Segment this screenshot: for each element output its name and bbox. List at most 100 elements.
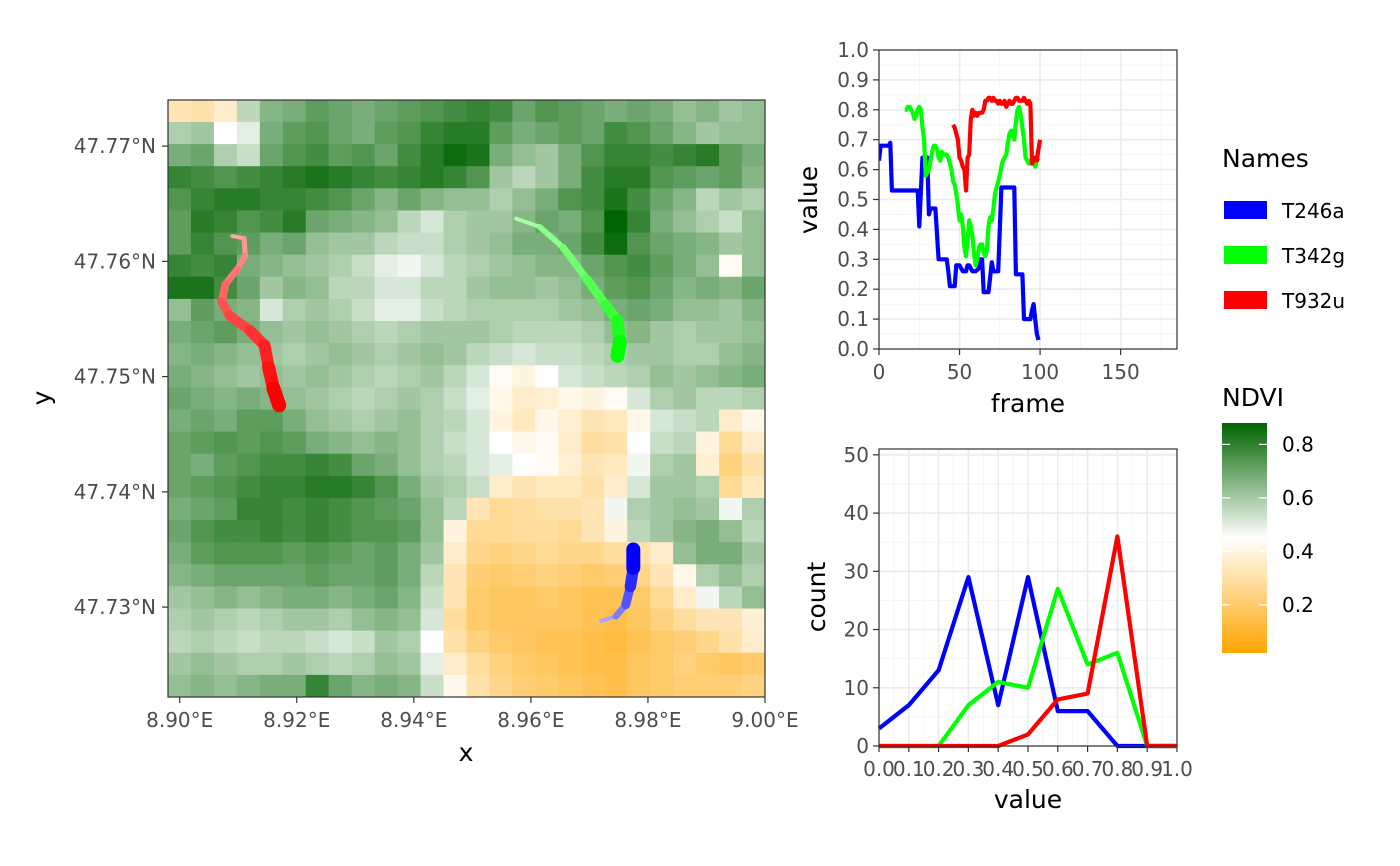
raster-cell bbox=[673, 475, 697, 499]
raster-cell bbox=[236, 674, 261, 697]
raster-cell bbox=[742, 564, 765, 588]
raster-cell bbox=[213, 121, 238, 145]
raster-cell bbox=[236, 144, 261, 167]
raster-cell bbox=[466, 586, 491, 610]
raster-cell bbox=[305, 232, 330, 256]
raster-cell bbox=[168, 121, 192, 145]
raster-cell bbox=[627, 652, 651, 676]
raster-cell bbox=[190, 652, 215, 676]
raster-cell bbox=[351, 586, 376, 610]
raster-cell bbox=[650, 409, 674, 433]
ndvi-colorbar bbox=[1222, 423, 1267, 653]
names-legend-title: Names bbox=[1222, 144, 1309, 173]
raster-cell bbox=[420, 497, 445, 521]
raster-cell bbox=[558, 298, 582, 322]
raster-cell bbox=[512, 188, 536, 212]
raster-cell bbox=[650, 475, 674, 499]
raster-cell bbox=[696, 100, 720, 123]
raster-cell bbox=[650, 674, 674, 697]
raster-cell bbox=[420, 365, 445, 388]
raster-cell bbox=[535, 365, 559, 388]
raster-cell bbox=[489, 144, 514, 167]
raster-cell bbox=[719, 387, 743, 411]
raster-cell bbox=[696, 365, 720, 388]
raster-cell bbox=[420, 564, 445, 588]
raster-cell bbox=[305, 254, 330, 278]
raster-cell bbox=[351, 321, 376, 344]
raster-cell bbox=[374, 188, 399, 212]
raster-cell bbox=[673, 497, 697, 521]
raster-cell bbox=[489, 210, 514, 234]
raster-cell bbox=[168, 453, 192, 477]
raster-cell bbox=[581, 254, 605, 278]
raster-cell bbox=[305, 520, 330, 543]
raster-cell bbox=[213, 144, 238, 167]
raster-cell bbox=[627, 210, 651, 234]
raster-cell bbox=[236, 431, 261, 455]
raster-cell bbox=[351, 652, 376, 676]
raster-cell bbox=[489, 166, 514, 189]
map-x-tick-label: 8.92°E bbox=[263, 708, 330, 732]
raster-cell bbox=[443, 298, 468, 322]
raster-cell bbox=[328, 144, 353, 167]
raster-cell bbox=[374, 564, 399, 588]
raster-cell bbox=[282, 232, 307, 256]
line-panel-y-tick-label: 0.7 bbox=[837, 128, 869, 152]
raster-cell bbox=[535, 453, 559, 477]
raster-cell bbox=[581, 409, 605, 433]
raster-cell bbox=[443, 409, 468, 433]
raster-cell bbox=[535, 674, 559, 697]
histogram-x-tick-label: 0.7 bbox=[1072, 757, 1104, 781]
raster-cell bbox=[742, 276, 765, 300]
raster-cell bbox=[558, 321, 582, 344]
raster-cell bbox=[213, 497, 238, 521]
raster-cell bbox=[236, 121, 261, 145]
raster-cell bbox=[397, 100, 422, 123]
raster-cell bbox=[374, 298, 399, 322]
raster-cell bbox=[374, 100, 399, 123]
raster-cell bbox=[443, 497, 468, 521]
raster-cell bbox=[673, 652, 697, 676]
histogram-y-tick-label: 10 bbox=[844, 676, 869, 700]
raster-cell bbox=[443, 188, 468, 212]
raster-cell bbox=[558, 365, 582, 388]
raster-cell bbox=[627, 121, 651, 145]
raster-cell bbox=[719, 232, 743, 256]
raster-cell bbox=[190, 210, 215, 234]
raster-cell bbox=[190, 630, 215, 654]
raster-cell bbox=[328, 298, 353, 322]
raster-cell bbox=[489, 343, 514, 366]
raster-cell bbox=[581, 387, 605, 411]
raster-cell bbox=[512, 387, 536, 411]
raster-cell bbox=[351, 630, 376, 654]
raster-cell bbox=[282, 100, 307, 123]
map-y-tick-label: 47.73°N bbox=[74, 595, 156, 619]
raster-cell bbox=[558, 144, 582, 167]
raster-cell bbox=[489, 564, 514, 588]
raster-cell bbox=[259, 100, 284, 123]
raster-cell bbox=[282, 608, 307, 632]
raster-cell bbox=[627, 630, 651, 654]
raster-cell bbox=[259, 321, 284, 344]
raster-cell bbox=[168, 564, 192, 588]
raster-cell bbox=[236, 100, 261, 123]
raster-cell bbox=[512, 586, 536, 610]
raster-cell bbox=[604, 232, 628, 256]
raster-cell bbox=[190, 276, 215, 300]
line-panel: 0 50 100 150 0.0 0.1 0.2 0.3 0.4 0.5 0.6 0.7 0.8 0.9… bbox=[794, 38, 1178, 418]
raster-cell bbox=[604, 564, 628, 588]
raster-cell bbox=[374, 210, 399, 234]
ndvi-tick-label: 0.6 bbox=[1282, 486, 1314, 510]
raster-cell bbox=[374, 121, 399, 145]
raster-cell bbox=[443, 674, 468, 697]
raster-cell bbox=[719, 166, 743, 189]
names-legend-items: T246a T342g T932u bbox=[1224, 199, 1345, 313]
raster-cell bbox=[535, 144, 559, 167]
raster-cell bbox=[328, 232, 353, 256]
raster-cell bbox=[168, 343, 192, 366]
raster-cell bbox=[696, 453, 720, 477]
raster-cell bbox=[489, 453, 514, 477]
raster-cell bbox=[397, 210, 422, 234]
raster-cell bbox=[604, 497, 628, 521]
raster-cell bbox=[719, 520, 743, 543]
